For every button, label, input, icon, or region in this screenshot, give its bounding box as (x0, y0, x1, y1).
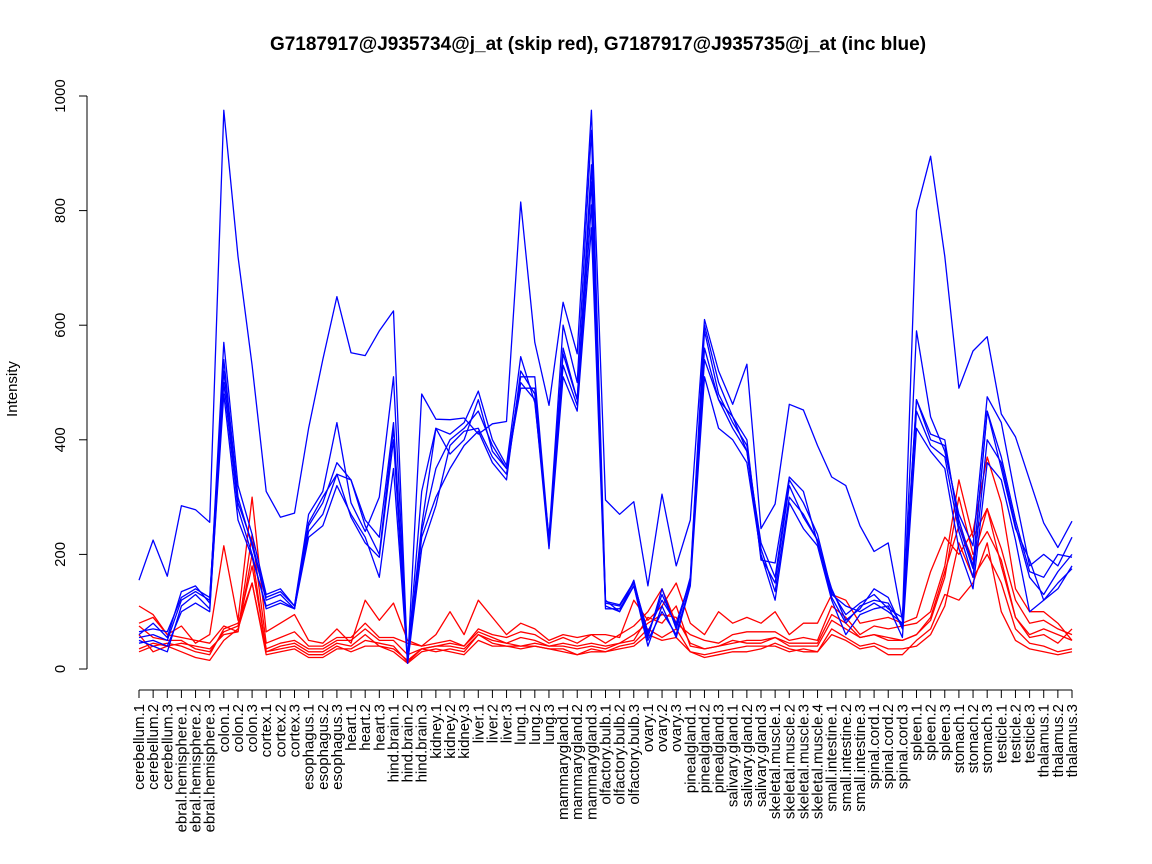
x-tick-label: lung.3 (541, 704, 558, 745)
y-axis: 0 200 400 600 800 1000 (52, 79, 88, 673)
x-tick-label: testicle.1 (993, 704, 1010, 763)
y-tick-label: 1000 (52, 79, 69, 112)
series-layer (138, 109, 1073, 664)
x-tick-label: skeletal.muscle.2 (781, 704, 798, 819)
x-tick-label: ovary.1 (640, 704, 657, 752)
x-tick-label: esophagus.2 (315, 704, 332, 790)
x-tick-label: kidney.1 (428, 704, 445, 759)
y-tick-label: 200 (52, 542, 69, 567)
x-tick-label: heart.1 (343, 704, 360, 751)
red-series-line (138, 479, 1073, 647)
x-tick-label: colon.3 (244, 704, 261, 752)
y-tick-label: 400 (52, 427, 69, 452)
x-tick-label: small.intestine.3 (852, 704, 869, 812)
x-tick-label: liver.2 (484, 704, 501, 743)
blue-series-line (138, 109, 1073, 664)
x-tick-label: olfactory.bulb.2 (612, 704, 629, 805)
x-tick-label: pinealgland.3 (711, 704, 728, 793)
x-tick-label: lung.1 (513, 704, 530, 745)
x-tick-label: pinealgland.2 (696, 704, 713, 793)
blue-series-line (138, 164, 1073, 662)
x-tick-label: ovary.2 (654, 704, 671, 752)
x-tick-label: olfactory.bulb.1 (598, 704, 615, 805)
chart-title: G7187917@J935734@j_at (skip red), G71879… (270, 34, 926, 55)
x-tick-label: salivary.gland.3 (753, 704, 770, 807)
x-axis: cerebellum.1cerebellum.2cerebellum.3ebra… (131, 689, 1081, 832)
x-tick-label: olfactory.bulb.3 (626, 704, 643, 805)
x-tick-label: pinealgland.1 (682, 704, 699, 793)
x-tick-label: salivary.gland.2 (739, 704, 756, 807)
x-tick-label: small.intestine.2 (838, 704, 855, 812)
y-tick-label: 800 (52, 198, 69, 223)
x-tick-label: kidney.2 (442, 704, 459, 759)
x-tick-label: hind.brain.2 (400, 704, 417, 782)
x-tick-label: ebral.hemisphere.3 (202, 704, 219, 832)
x-tick-label: heart.2 (357, 704, 374, 751)
x-tick-label: spinal.cord.3 (894, 704, 911, 789)
x-tick-label: skeletal.muscle.4 (810, 704, 827, 819)
x-tick-label: cortex.3 (287, 704, 304, 757)
x-tick-label: ebral.hemisphere.2 (188, 704, 205, 832)
x-tick-label: skeletal.muscle.1 (767, 704, 784, 819)
x-tick-label: small.intestine.1 (824, 704, 841, 812)
x-tick-label: spleen.1 (909, 704, 926, 761)
y-tick-label: 600 (52, 313, 69, 338)
y-tick-label: 0 (52, 665, 69, 673)
x-tick-label: stomach.1 (951, 704, 968, 773)
x-tick-label: liver.3 (499, 704, 516, 743)
x-tick-label: colon.2 (230, 704, 247, 752)
x-tick-label: testicle.2 (1007, 704, 1024, 763)
x-tick-label: colon.1 (216, 704, 233, 752)
x-tick-label: spinal.cord.2 (880, 704, 897, 789)
x-tick-label: hind.brain.3 (414, 704, 431, 782)
x-tick-label: stomach.3 (979, 704, 996, 773)
x-tick-label: cerebellum.2 (145, 704, 162, 790)
x-tick-label: mammarygland.1 (555, 704, 572, 820)
x-tick-label: skeletal.muscle.3 (795, 704, 812, 819)
x-tick-label: liver.1 (470, 704, 487, 743)
x-tick-label: kidney.3 (456, 704, 473, 759)
x-tick-label: cerebellum.3 (159, 704, 176, 790)
x-tick-label: spleen.3 (937, 704, 954, 761)
x-tick-label: cerebellum.1 (131, 704, 148, 790)
x-tick-label: salivary.gland.1 (725, 704, 742, 807)
x-tick-label: ovary.3 (668, 704, 685, 752)
x-tick-label: stomach.2 (965, 704, 982, 773)
y-axis-label: Intensity (4, 361, 21, 417)
blue-series-line (138, 204, 1073, 663)
red-series-line (138, 456, 1073, 647)
x-tick-label: mammarygland.2 (569, 704, 586, 820)
x-tick-label: cortex.2 (272, 704, 289, 757)
x-tick-label: lung.2 (527, 704, 544, 745)
x-tick-label: spleen.2 (923, 704, 940, 761)
x-tick-label: thalamus.1 (1036, 704, 1053, 777)
x-tick-label: thalamus.2 (1050, 704, 1067, 777)
red-series-line (138, 542, 1073, 663)
x-tick-label: heart.3 (371, 704, 388, 751)
x-tick-label: esophagus.3 (329, 704, 346, 790)
x-tick-label: ebral.hemisphere.1 (173, 704, 190, 832)
red-series-line (138, 507, 1073, 656)
x-tick-label: mammarygland.3 (583, 704, 600, 820)
x-tick-label: testicle.3 (1022, 704, 1039, 763)
x-tick-label: cortex.1 (258, 704, 275, 757)
x-tick-label: esophagus.1 (301, 704, 318, 790)
x-tick-label: thalamus.3 (1064, 704, 1081, 777)
x-tick-label: hind.brain.1 (385, 704, 402, 782)
x-tick-label: spinal.cord.1 (866, 704, 883, 789)
